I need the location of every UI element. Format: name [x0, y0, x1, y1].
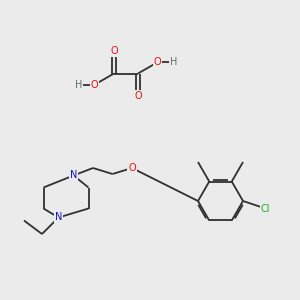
Text: N: N: [55, 212, 62, 223]
Text: H: H: [169, 57, 177, 67]
Text: O: O: [110, 46, 118, 56]
Text: N: N: [70, 170, 77, 181]
Text: O: O: [154, 57, 161, 67]
Text: Cl: Cl: [261, 203, 270, 214]
Text: H: H: [75, 80, 82, 90]
Text: O: O: [91, 80, 98, 90]
Text: O: O: [134, 91, 142, 101]
Text: O: O: [128, 163, 136, 173]
